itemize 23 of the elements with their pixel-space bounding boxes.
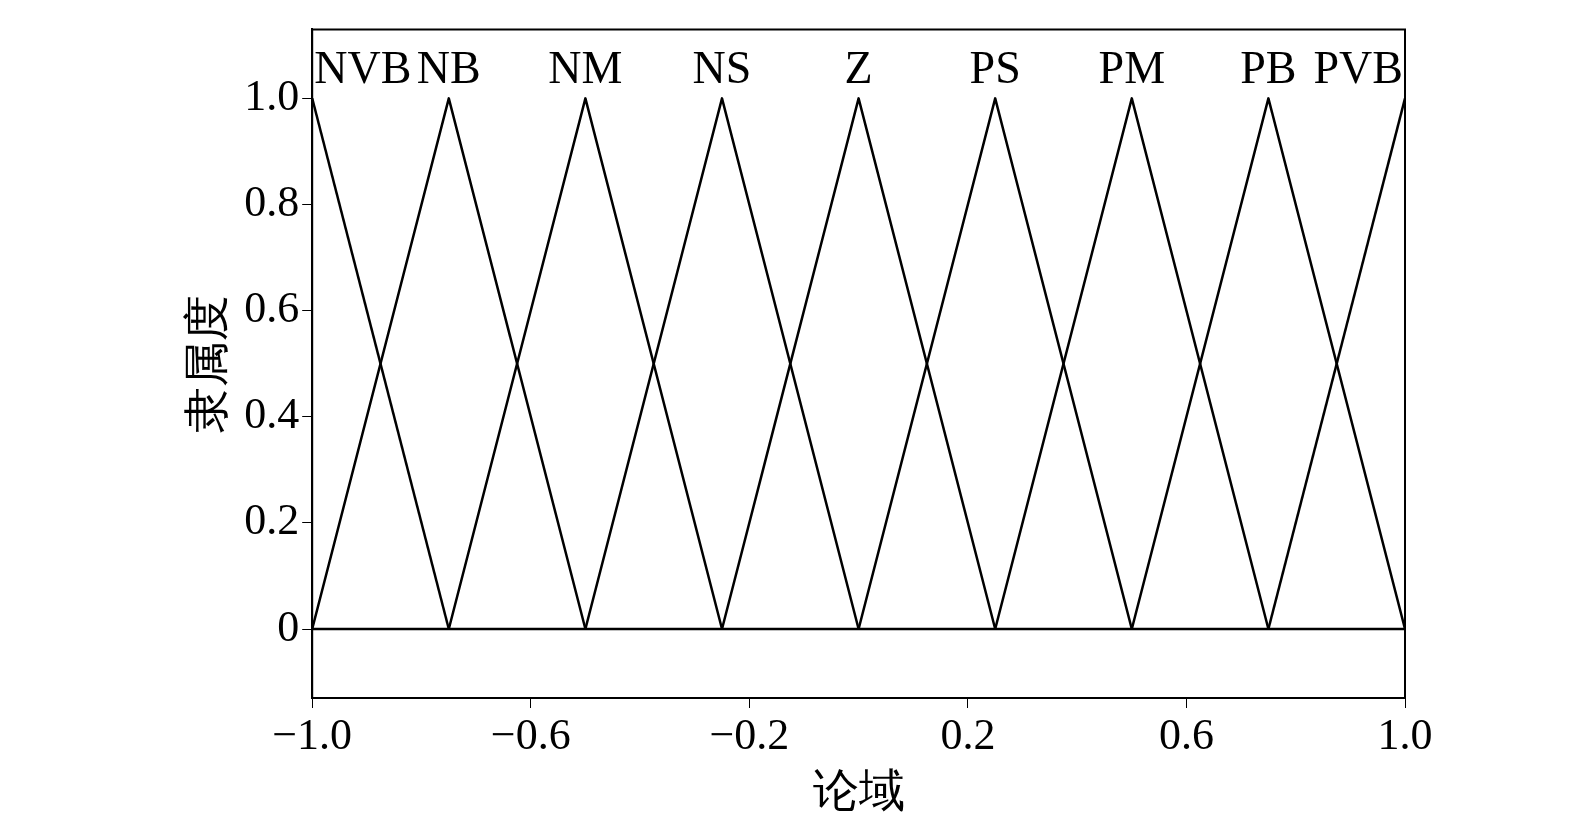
y-tick-label: 0 bbox=[277, 601, 300, 651]
y-tick-label: 0.2 bbox=[244, 495, 300, 545]
x-axis-title: 论域 bbox=[812, 765, 905, 817]
y-tick-label: 0.6 bbox=[244, 283, 300, 333]
series-label: PB bbox=[1240, 42, 1297, 94]
x-tick-label: 0.6 bbox=[1158, 709, 1214, 759]
x-tick-label: 1.0 bbox=[1377, 709, 1433, 759]
x-tick-label: −0.2 bbox=[709, 709, 790, 759]
y-tick-label: 1.0 bbox=[244, 70, 300, 120]
series-label: PVB bbox=[1313, 42, 1403, 94]
series-label: NS bbox=[692, 42, 752, 94]
x-tick-label: −1.0 bbox=[272, 709, 353, 759]
series-label: NM bbox=[548, 42, 623, 94]
x-tick-label: 0.2 bbox=[940, 709, 996, 759]
series-label: Z bbox=[844, 42, 873, 94]
series-label: PS bbox=[969, 42, 1021, 94]
y-axis-title: 隶属度 bbox=[180, 294, 232, 433]
series-label: NVB bbox=[314, 42, 412, 94]
x-tick-label: −0.6 bbox=[490, 709, 571, 759]
series-label: PM bbox=[1098, 42, 1166, 94]
y-tick-label: 0.4 bbox=[244, 389, 300, 439]
y-tick-label: 0.8 bbox=[244, 177, 300, 227]
series-label: NB bbox=[416, 42, 481, 94]
